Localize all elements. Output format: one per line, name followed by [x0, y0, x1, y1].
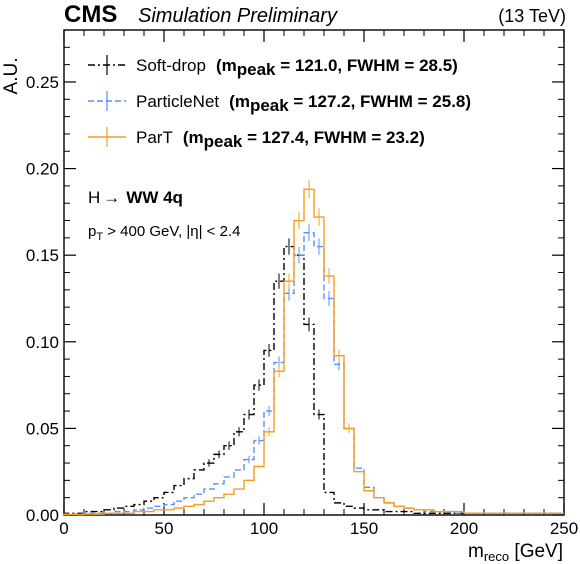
legend-entry: ParT (mpeak = 127.4, FWHM = 23.2)	[88, 127, 425, 151]
process-decay: WW 4q	[126, 188, 183, 207]
histogram-step-line	[63, 245, 564, 515]
x-axis-label-main: m	[468, 541, 484, 562]
y-axis-label: A.U.	[1, 58, 22, 95]
experiment-label: CMS	[64, 1, 117, 28]
y-tick-labels: 0.00 0.05 0.10 0.15 0.20 0.25	[26, 73, 59, 525]
x-axis-label-sub: reco	[484, 549, 509, 564]
legend-label: ParT (mpeak = 127.4, FWHM = 23.2)	[136, 128, 425, 151]
process-higgs: H	[88, 188, 100, 207]
cut-pt-rest: > 400 GeV, |η| < 2.4	[103, 223, 240, 240]
y-tick-label: 0.05	[26, 419, 59, 438]
cut-pt-sub: T	[96, 231, 103, 243]
legend-paren: (	[216, 56, 222, 75]
x-tick-label: 100	[250, 519, 278, 538]
y-tick-label: 0.25	[26, 73, 59, 92]
legend-name: ParT	[136, 128, 173, 147]
x-tick-labels: 0 50 100 150 200 250	[59, 519, 578, 538]
histogram-series	[63, 180, 564, 516]
histogram-step-line	[63, 188, 564, 516]
legend-entry: Soft-drop (mpeak = 121.0, FWHM = 28.5)	[88, 55, 458, 79]
legend-sub: peak	[237, 60, 276, 79]
legend-sub: peak	[250, 96, 289, 115]
energy-label: (13 TeV)	[498, 6, 566, 26]
legend-stats: = 121.0, FWHM = 28.5)	[275, 56, 457, 75]
legend-m: m	[189, 128, 204, 147]
legend-paren: (	[183, 128, 189, 147]
process-annotation: H → WW 4q	[88, 188, 183, 207]
legend-entry: ParticleNet (mpeak = 127.2, FWHM = 25.8)	[88, 91, 471, 115]
series-soft-drop	[63, 238, 564, 515]
process-arrow: →	[103, 188, 120, 207]
legend-label: Soft-drop (mpeak = 121.0, FWHM = 28.5)	[136, 56, 458, 79]
y-tick-label: 0.00	[26, 506, 59, 525]
legend-sub: peak	[204, 132, 243, 151]
x-axis-label-unit: [GeV]	[509, 541, 563, 562]
series-part	[63, 180, 564, 516]
legend-stats: = 127.2, FWHM = 25.8)	[289, 92, 471, 111]
legend-name: ParticleNet	[136, 92, 219, 111]
y-tick-label: 0.15	[26, 246, 59, 265]
cut-pt-main: p	[88, 223, 96, 240]
x-tick-label: 0	[59, 519, 68, 538]
legend-paren: (	[229, 92, 235, 111]
legend-name: Soft-drop	[136, 56, 206, 75]
status-label: Simulation Preliminary	[138, 5, 338, 27]
legend-m: m	[222, 56, 237, 75]
legend: Soft-drop (mpeak = 121.0, FWHM = 28.5)Par…	[88, 55, 471, 151]
y-tick-label: 0.20	[26, 160, 59, 179]
x-axis-label: mreco [GeV]	[468, 541, 563, 564]
legend-stats: = 127.4, FWHM = 23.2)	[242, 128, 424, 147]
axis-ticks	[63, 29, 565, 516]
x-tick-label: 150	[350, 519, 378, 538]
x-tick-label: 200	[450, 519, 478, 538]
y-tick-label: 0.10	[26, 333, 59, 352]
legend-m: m	[235, 92, 250, 111]
x-tick-label: 50	[155, 519, 174, 538]
legend-label: ParticleNet (mpeak = 127.2, FWHM = 25.8)	[136, 92, 471, 115]
x-tick-label: 250	[550, 519, 578, 538]
kinematic-cut-annotation: pT > 400 GeV, |η| < 2.4	[88, 223, 240, 243]
